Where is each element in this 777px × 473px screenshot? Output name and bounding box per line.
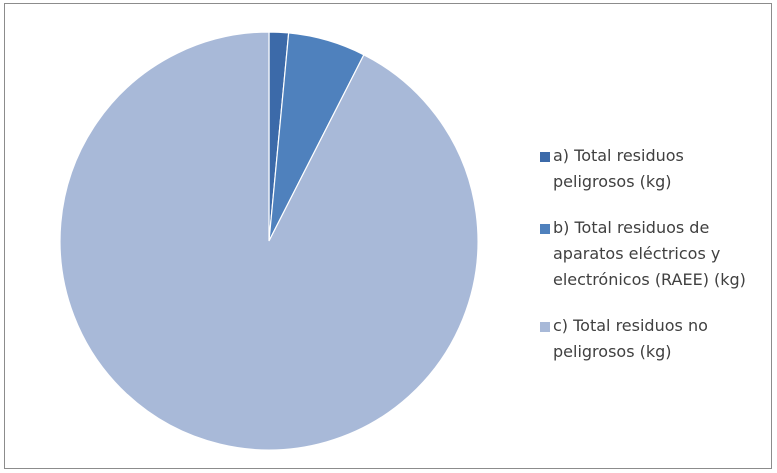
legend-label-raee: b) Total residuos de aparatos eléctricos… [553, 218, 746, 289]
legend-item-peligrosos: a) Total residuos peligrosos (kg) [537, 143, 767, 195]
legend-label-no-peligrosos: c) Total residuos no peligrosos (kg) [553, 316, 708, 361]
pie-slice-no-peligrosos [59, 31, 479, 451]
legend: a) Total residuos peligrosos (kg) b) Tot… [537, 143, 767, 365]
legend-swatch-raee [540, 224, 550, 234]
pie-chart [59, 31, 479, 451]
legend-item-no-peligrosos: c) Total residuos no peligrosos (kg) [537, 313, 767, 365]
legend-swatch-no-peligrosos [540, 322, 550, 332]
chart-area: a) Total residuos peligrosos (kg) b) Tot… [4, 3, 772, 469]
legend-label-peligrosos: a) Total residuos peligrosos (kg) [553, 146, 684, 191]
legend-swatch-peligrosos [540, 152, 550, 162]
legend-item-raee: b) Total residuos de aparatos eléctricos… [537, 215, 767, 293]
